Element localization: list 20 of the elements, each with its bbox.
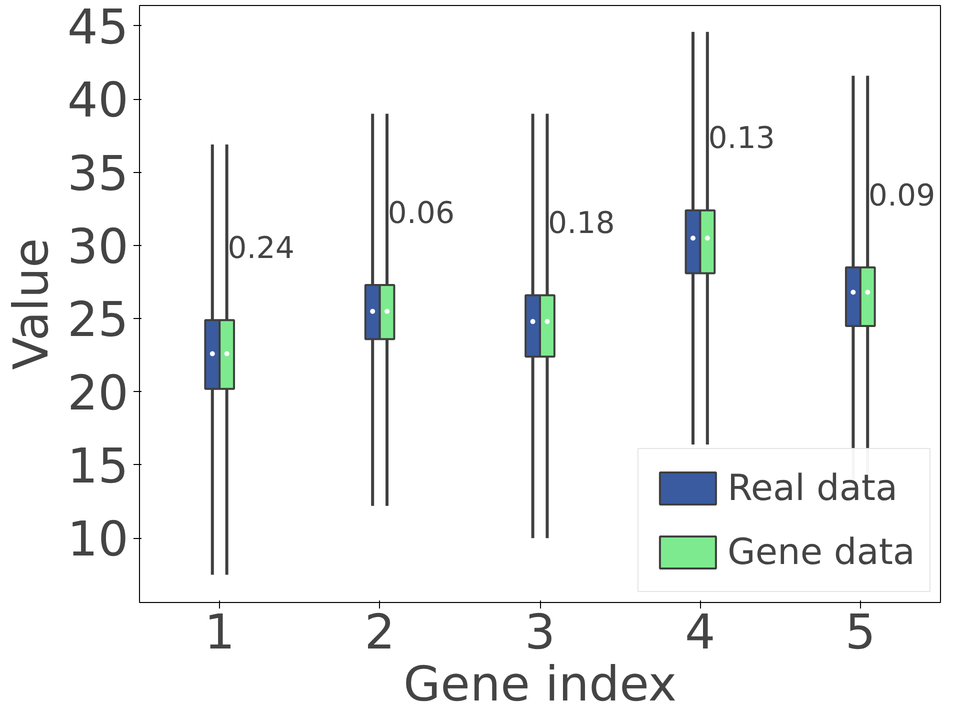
y-tick-label: 25 [67, 292, 128, 348]
x-tick-label: 2 [364, 604, 396, 660]
annotation: 0.09 [868, 178, 936, 214]
y-tick-label: 15 [67, 438, 128, 494]
y-tick-label: 10 [67, 512, 128, 568]
y-tick-label: 40 [67, 72, 128, 129]
y-tick-label: 30 [67, 218, 128, 275]
legend-label: Gene data [727, 530, 915, 574]
x-tick-label: 1 [204, 604, 235, 660]
x-tick-label: 4 [684, 604, 716, 660]
y-tick-label: 45 [67, 0, 128, 56]
annotation: 0.18 [548, 206, 615, 242]
annotation: 0.13 [708, 121, 776, 156]
legend-label: Real data [727, 466, 898, 510]
annotation: 0.06 [388, 196, 455, 231]
annotation: 0.24 [228, 230, 294, 266]
y-tick-label: 35 [67, 146, 128, 202]
y-tick-label: 20 [67, 365, 128, 422]
y-axis-title: Value [3, 238, 60, 370]
x-tick-label: 5 [845, 604, 876, 660]
